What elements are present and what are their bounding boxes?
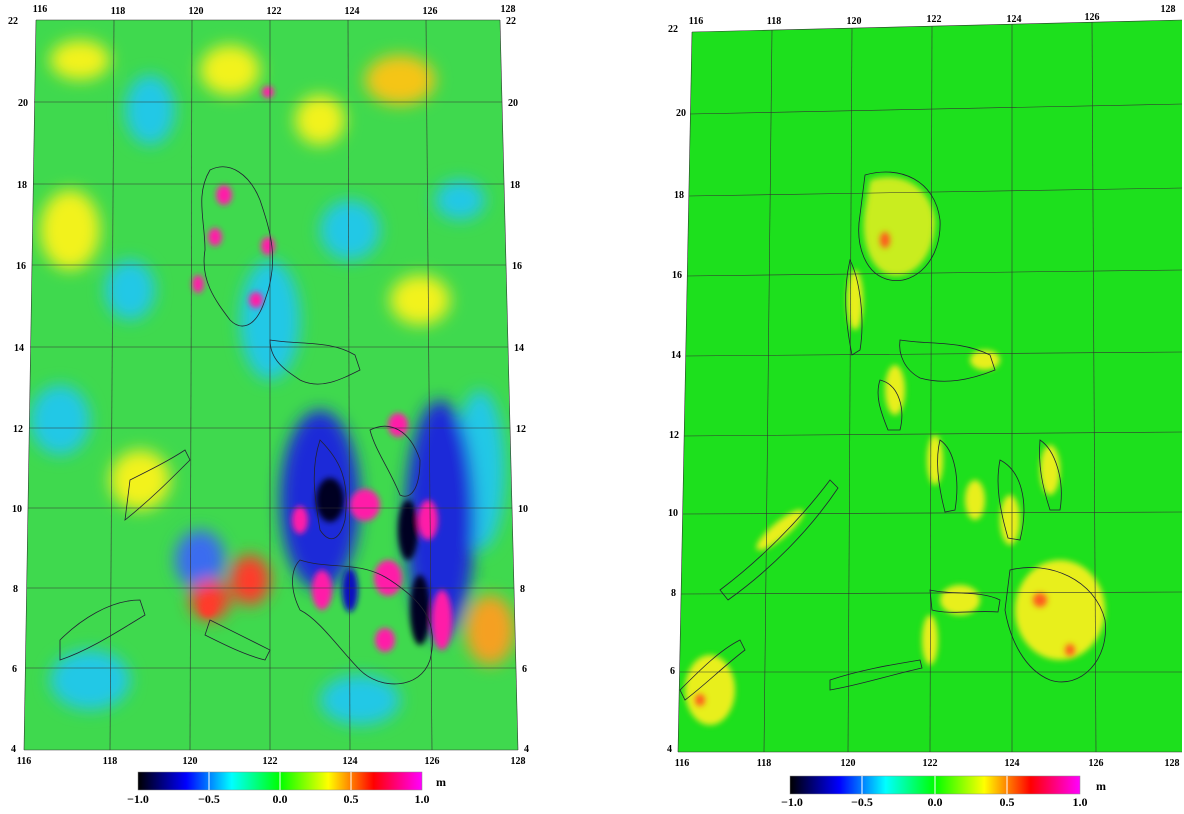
left-map: 116 118 120 122 124 126 128 116 118 120 … <box>8 4 529 767</box>
right-lat-tick-left: 20 <box>676 108 686 119</box>
left-lat-tick-left: 4 <box>11 744 16 755</box>
left-colorbar-tick: −0.5 <box>198 792 220 806</box>
left-lon-tick-top: 126 <box>423 6 438 17</box>
left-lat-tick-right: 4 <box>524 744 529 755</box>
right-lon-tick-top: 118 <box>767 16 781 27</box>
right-lon-tick-bottom: 120 <box>841 758 856 769</box>
left-lat-tick-left: 22 <box>8 16 18 27</box>
left-lat-tick-right: 10 <box>518 504 528 515</box>
right-lon-tick-bottom: 122 <box>923 758 938 769</box>
left-lat-tick-right: 6 <box>522 664 527 675</box>
right-lat-tick-left: 12 <box>669 430 679 441</box>
right-lat-ticks-left: 22 20 18 16 14 12 10 8 6 4 <box>667 24 686 755</box>
left-lat-tick-right: 18 <box>510 180 520 191</box>
left-lat-tick-right: 12 <box>516 424 526 435</box>
left-lat-ticks-left: 22 20 18 16 14 12 10 8 6 4 <box>8 16 28 755</box>
right-lat-tick-left: 14 <box>671 350 681 361</box>
right-colorbar: −1.0 −0.5 0.0 0.5 1.0 m <box>781 775 1106 809</box>
right-lat-tick-left: 4 <box>667 744 672 755</box>
right-colorbar-dividers <box>861 776 1008 794</box>
left-lat-tick-right: 16 <box>512 261 522 272</box>
left-lat-tick-right: 20 <box>508 98 518 109</box>
right-lon-tick-top: 120 <box>847 16 862 27</box>
left-lat-tick-left: 14 <box>14 343 24 354</box>
left-anomaly-field <box>30 40 515 725</box>
left-lon-tick-bottom: 124 <box>343 756 358 767</box>
right-map: 116 118 120 122 124 126 128 116 118 120 … <box>667 4 1183 769</box>
right-coastlines <box>679 171 1106 701</box>
left-colorbar-tick: 0.5 <box>344 792 359 806</box>
left-lon-tick-top: 120 <box>189 6 204 17</box>
left-lon-ticks-top: 116 118 120 122 124 126 128 <box>33 4 516 17</box>
right-colorbar-tick: 0.5 <box>1000 795 1015 809</box>
left-lon-tick-bottom: 120 <box>183 756 198 767</box>
right-lon-tick-bottom: 116 <box>675 758 689 769</box>
left-lat-tick-right: 22 <box>506 16 516 27</box>
left-coastlines <box>59 166 433 685</box>
left-lat-tick-left: 18 <box>17 180 27 191</box>
right-lon-tick-top: 124 <box>1007 14 1022 25</box>
right-lon-ticks-top: 116 118 120 122 124 126 128 <box>689 4 1176 27</box>
left-lon-tick-bottom: 126 <box>425 756 440 767</box>
right-colorbar-tick: 0.0 <box>928 795 943 809</box>
right-lat-tick-left: 6 <box>670 666 675 677</box>
right-lon-tick-top: 128 <box>1161 4 1176 15</box>
left-lat-tick-right: 14 <box>514 343 524 354</box>
left-colorbar-tick: 0.0 <box>273 792 288 806</box>
right-lon-tick-bottom: 126 <box>1089 758 1104 769</box>
right-lon-tick-top: 122 <box>927 14 942 25</box>
right-lon-tick-bottom: 128 <box>1165 758 1180 769</box>
right-lon-tick-top: 116 <box>689 16 703 27</box>
left-lon-tick-bottom: 122 <box>263 756 278 767</box>
left-lon-tick-top: 118 <box>111 6 125 17</box>
left-lon-ticks-bottom: 116 118 120 122 124 126 128 <box>17 756 526 767</box>
right-graticule <box>677 19 1183 753</box>
left-colorbar-tick: −1.0 <box>127 792 149 806</box>
right-lat-tick-left: 10 <box>668 508 678 519</box>
left-colorbar-unit: m <box>436 775 446 789</box>
right-lon-tick-bottom: 118 <box>757 758 771 769</box>
right-lon-tick-bottom: 124 <box>1005 758 1020 769</box>
left-lat-tick-right: 8 <box>520 584 525 595</box>
left-lat-tick-left: 12 <box>13 424 23 435</box>
left-colorbar: −1.0 −0.5 0.0 0.5 1.0 m <box>127 771 446 806</box>
left-lon-tick-top: 122 <box>267 6 282 17</box>
left-lon-tick-bottom: 128 <box>511 756 526 767</box>
left-lat-tick-left: 16 <box>16 261 26 272</box>
right-lat-tick-left: 22 <box>668 24 678 35</box>
left-lon-tick-bottom: 116 <box>17 756 31 767</box>
left-colorbar-tick: 1.0 <box>415 792 430 806</box>
left-colorbar-dividers <box>208 772 352 790</box>
left-lon-tick-top: 124 <box>345 6 360 17</box>
left-lon-tick-top: 116 <box>33 4 47 15</box>
left-lat-tick-left: 6 <box>12 664 17 675</box>
right-lon-tick-top: 126 <box>1085 12 1100 23</box>
right-lat-tick-left: 16 <box>672 270 682 281</box>
left-lat-ticks-right: 22 20 18 16 14 12 10 8 6 4 <box>506 16 529 755</box>
right-colorbar-tick: −1.0 <box>781 795 803 809</box>
right-lat-tick-left: 8 <box>671 588 676 599</box>
right-colorbar-unit: m <box>1096 779 1106 793</box>
right-colorbar-tick: 1.0 <box>1073 795 1088 809</box>
right-colorbar-tick: −0.5 <box>851 795 873 809</box>
right-lat-tick-left: 18 <box>674 190 684 201</box>
right-lon-ticks-bottom: 116 118 120 122 124 126 128 <box>675 758 1180 769</box>
left-graticule <box>23 19 519 751</box>
left-lat-tick-left: 8 <box>13 584 18 595</box>
left-lon-tick-bottom: 118 <box>103 756 117 767</box>
left-lon-tick-top: 128 <box>501 4 516 15</box>
left-lat-tick-left: 20 <box>18 98 28 109</box>
left-lat-tick-left: 10 <box>12 504 22 515</box>
